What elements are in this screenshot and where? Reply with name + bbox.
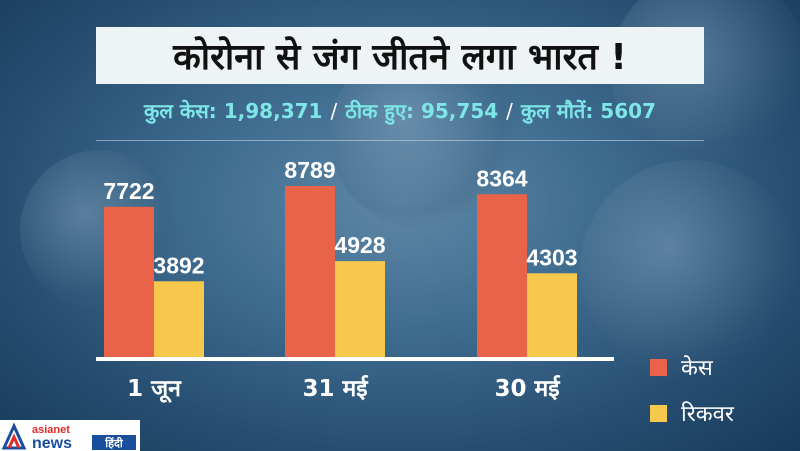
legend-item-recovered: रिकवर bbox=[650, 398, 734, 428]
logo-text-bottom: news bbox=[32, 435, 72, 451]
stat-total-cases: कुल केस: 1,98,371 bbox=[144, 99, 323, 123]
bar-recovered bbox=[335, 261, 385, 357]
legend-item-cases: केस bbox=[650, 352, 713, 382]
data-label: 3892 bbox=[153, 252, 204, 278]
divider-line bbox=[96, 140, 704, 141]
data-label: 4303 bbox=[526, 244, 577, 270]
bar-cases bbox=[285, 186, 335, 357]
stat-separator: / bbox=[330, 99, 338, 123]
virus-decoration bbox=[580, 160, 800, 380]
chart-baseline bbox=[96, 357, 614, 361]
stat-separator: / bbox=[506, 99, 513, 123]
logo-tag-text: हिंदी bbox=[104, 436, 124, 450]
category-label: 31 मई bbox=[302, 374, 369, 402]
legend-swatch-cases bbox=[650, 358, 667, 376]
logo-tag-background bbox=[92, 435, 136, 450]
data-label: 7722 bbox=[103, 178, 154, 204]
data-label: 8789 bbox=[284, 157, 335, 183]
category-label: 30 मई bbox=[494, 374, 561, 402]
stats-row: कुल केस: 1,98,371 / ठीक हुए: 95,754 / कुल मौ… bbox=[0, 97, 800, 124]
bar-recovered bbox=[527, 273, 577, 357]
legend-label-recovered: रिकवर bbox=[681, 402, 734, 427]
bar-cases bbox=[477, 194, 527, 357]
stat-deaths: कुल मौतें: 5607 bbox=[520, 99, 656, 123]
bar-cases bbox=[104, 206, 154, 357]
page-title: कोरोना से जंग जीतने लगा भारत ! bbox=[173, 37, 627, 78]
data-label: 8364 bbox=[476, 165, 527, 191]
stat-recovered: ठीक हुए: 95,754 bbox=[345, 99, 499, 123]
bar-recovered bbox=[154, 281, 204, 357]
logo-text-top: asianet bbox=[32, 424, 70, 436]
asianet-news-logo: asianet news हिंदी bbox=[0, 420, 140, 451]
asianet-logo-icon: asianet news हिंदी bbox=[1, 422, 136, 451]
category-label: 1 जून bbox=[127, 376, 182, 403]
legend-label-cases: केस bbox=[681, 356, 713, 381]
legend-swatch-recovered bbox=[650, 404, 667, 422]
title-box: कोरोना से जंग जीतने लगा भारत ! bbox=[96, 27, 704, 84]
data-label: 4928 bbox=[334, 232, 385, 258]
